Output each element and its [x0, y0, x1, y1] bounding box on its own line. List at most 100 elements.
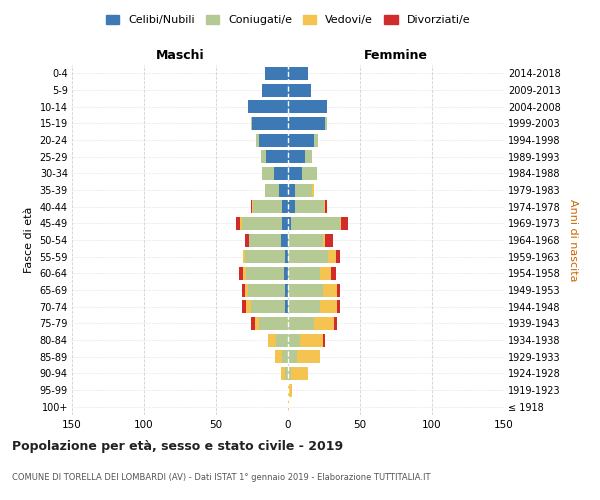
- Bar: [302, 167, 317, 180]
- Y-axis label: Anni di nascita: Anni di nascita: [568, 198, 578, 281]
- Bar: [288, 384, 292, 396]
- Bar: [325, 234, 332, 246]
- Bar: [275, 350, 282, 363]
- Bar: [262, 167, 274, 180]
- Bar: [288, 100, 327, 113]
- Bar: [259, 317, 288, 330]
- Bar: [236, 217, 241, 230]
- Bar: [320, 267, 331, 280]
- Bar: [323, 284, 337, 296]
- Bar: [242, 284, 245, 296]
- Bar: [288, 84, 311, 96]
- Bar: [252, 200, 253, 213]
- Bar: [266, 150, 288, 163]
- Bar: [288, 350, 296, 363]
- Bar: [313, 184, 314, 196]
- Bar: [299, 334, 323, 346]
- Bar: [341, 217, 349, 230]
- Bar: [331, 267, 335, 280]
- Bar: [242, 300, 246, 313]
- Bar: [323, 234, 325, 246]
- Bar: [291, 367, 308, 380]
- Bar: [282, 200, 288, 213]
- Bar: [288, 167, 302, 180]
- Bar: [288, 217, 291, 230]
- Bar: [251, 117, 252, 130]
- Bar: [260, 150, 266, 163]
- Bar: [284, 267, 288, 280]
- Text: COMUNE DI TORELLA DEI LOMBARDI (AV) - Dati ISTAT 1° gennaio 2019 - Elaborazione : COMUNE DI TORELLA DEI LOMBARDI (AV) - Da…: [12, 473, 431, 482]
- Bar: [328, 250, 335, 263]
- Bar: [259, 134, 288, 146]
- Bar: [265, 184, 280, 196]
- Bar: [244, 267, 246, 280]
- Bar: [337, 284, 340, 296]
- Bar: [334, 317, 337, 330]
- Legend: Celibi/Nubili, Coniugati/e, Vedovi/e, Divorziati/e: Celibi/Nubili, Coniugati/e, Vedovi/e, Di…: [101, 10, 475, 30]
- Bar: [288, 250, 328, 263]
- Bar: [288, 334, 299, 346]
- Bar: [268, 334, 277, 346]
- Bar: [239, 267, 244, 280]
- Bar: [288, 184, 295, 196]
- Bar: [288, 134, 314, 146]
- Bar: [320, 300, 337, 313]
- Bar: [335, 250, 340, 263]
- Bar: [288, 67, 308, 80]
- Bar: [295, 200, 324, 213]
- Bar: [288, 150, 305, 163]
- Bar: [282, 217, 288, 230]
- Bar: [285, 284, 288, 296]
- Bar: [325, 200, 327, 213]
- Bar: [288, 117, 325, 130]
- Text: Femmine: Femmine: [364, 48, 428, 62]
- Bar: [253, 200, 282, 213]
- Bar: [285, 367, 288, 380]
- Bar: [285, 300, 288, 313]
- Bar: [288, 317, 314, 330]
- Bar: [296, 350, 320, 363]
- Bar: [295, 184, 313, 196]
- Bar: [285, 250, 288, 263]
- Bar: [256, 134, 259, 146]
- Bar: [244, 250, 245, 263]
- Bar: [242, 217, 282, 230]
- Bar: [246, 267, 284, 280]
- Bar: [340, 217, 341, 230]
- Bar: [241, 217, 242, 230]
- Text: Popolazione per età, sesso e stato civile - 2019: Popolazione per età, sesso e stato civil…: [12, 440, 343, 453]
- Bar: [252, 117, 288, 130]
- Bar: [288, 234, 323, 246]
- Bar: [245, 250, 285, 263]
- Bar: [280, 184, 288, 196]
- Bar: [245, 234, 249, 246]
- Bar: [288, 300, 320, 313]
- Bar: [251, 300, 285, 313]
- Bar: [281, 367, 285, 380]
- Bar: [288, 200, 295, 213]
- Bar: [248, 284, 285, 296]
- Bar: [282, 350, 288, 363]
- Y-axis label: Fasce di età: Fasce di età: [24, 207, 34, 273]
- Bar: [265, 67, 288, 80]
- Bar: [337, 300, 340, 313]
- Bar: [288, 400, 289, 413]
- Text: Maschi: Maschi: [155, 48, 205, 62]
- Bar: [288, 284, 323, 296]
- Bar: [291, 217, 340, 230]
- Bar: [324, 200, 325, 213]
- Bar: [325, 117, 327, 130]
- Bar: [274, 167, 288, 180]
- Bar: [251, 317, 255, 330]
- Bar: [314, 134, 318, 146]
- Bar: [277, 334, 288, 346]
- Bar: [288, 267, 320, 280]
- Bar: [281, 234, 288, 246]
- Bar: [262, 84, 288, 96]
- Bar: [323, 334, 325, 346]
- Bar: [288, 367, 291, 380]
- Bar: [305, 150, 313, 163]
- Bar: [255, 317, 259, 330]
- Bar: [314, 317, 334, 330]
- Bar: [245, 284, 248, 296]
